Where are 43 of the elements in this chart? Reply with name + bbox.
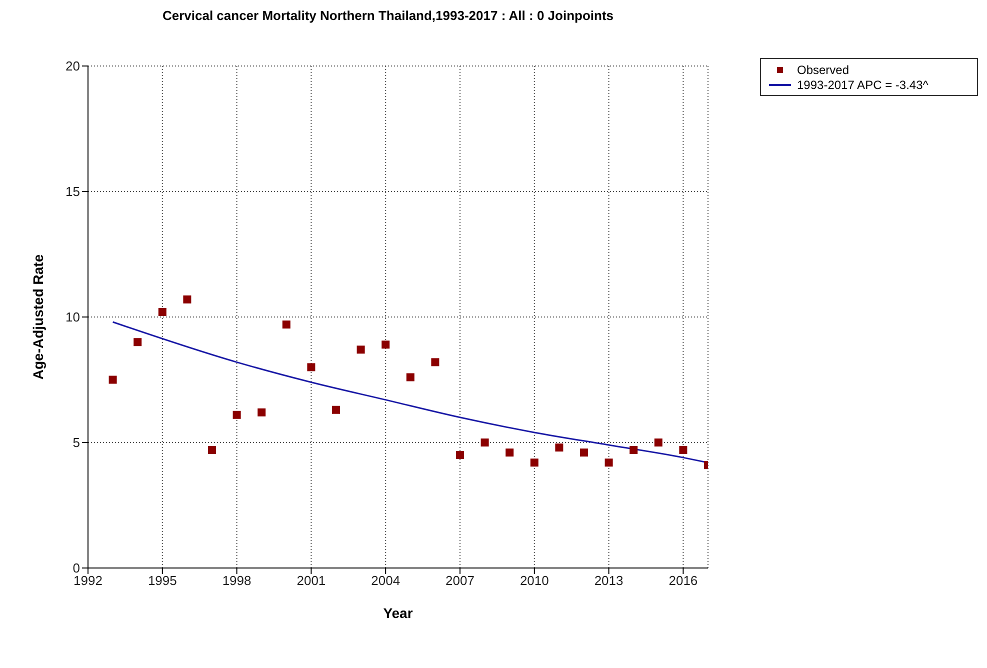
point (555, 444, 564, 452)
point (382, 340, 390, 349)
x-tick-label: 2010 (520, 573, 549, 588)
point (679, 446, 688, 454)
point (654, 438, 662, 446)
x-tick-label: 1995 (148, 573, 177, 588)
point (158, 308, 166, 316)
point (480, 438, 489, 446)
y-tick-label: 20 (66, 58, 80, 74)
point (530, 458, 538, 467)
y-tick-label: 10 (66, 310, 80, 325)
point (108, 376, 117, 384)
point (282, 320, 290, 329)
y-tick-label: 5 (72, 435, 80, 450)
y-tick-label: 0 (72, 560, 80, 576)
point (332, 406, 340, 414)
x-tick-label: 1992 (74, 573, 102, 588)
legend-label: Observed (797, 62, 850, 76)
point (134, 338, 142, 346)
point (307, 363, 316, 372)
point (183, 295, 192, 304)
point (406, 373, 414, 382)
point (506, 448, 514, 457)
x-tick-label: 2016 (668, 573, 698, 588)
legend-label: 1993-2017 APC = -3.43^ (797, 78, 928, 92)
point (258, 408, 266, 416)
point (232, 410, 241, 419)
x-tick-label: 2013 (594, 573, 624, 588)
point (356, 346, 365, 354)
x-axis-title: Year (383, 605, 414, 621)
x-tick-label: 2004 (371, 573, 400, 588)
point (431, 358, 440, 366)
chart-title: Cervical cancer Mortality Northern Thailand,1993-2017 : All : 0 Joinpoints (161, 8, 615, 23)
x-tick-label: 2001 (296, 573, 326, 588)
y-tick-label: 15 (66, 184, 80, 200)
point (630, 446, 638, 454)
y-axis-title: Age-Adjusted Rate (30, 254, 46, 380)
point (208, 446, 216, 454)
point (604, 458, 613, 467)
x-tick-label: 2007 (446, 573, 474, 588)
x-tick-label: 1998 (222, 573, 252, 588)
point (580, 448, 588, 457)
point (456, 451, 464, 460)
